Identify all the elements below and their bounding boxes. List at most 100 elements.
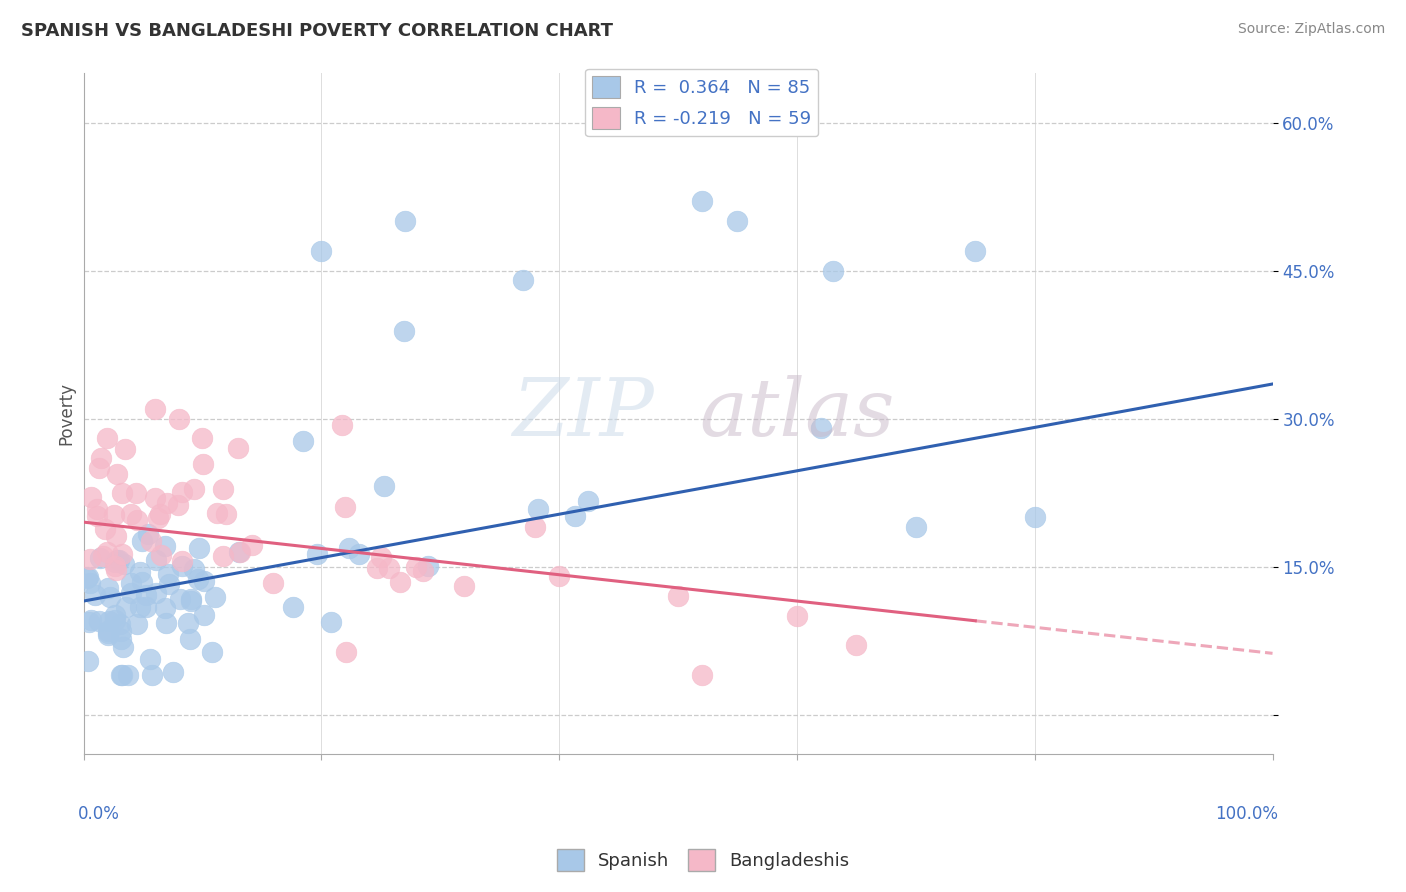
Point: [228, 545, 250, 559]
Point: [96, 431, 118, 445]
Point: [666, 589, 689, 603]
Point: [139, 534, 162, 549]
Point: [786, 608, 808, 623]
Point: [129, 600, 152, 615]
Point: [412, 564, 434, 578]
Point: [690, 194, 713, 209]
Point: [183, 483, 205, 497]
Point: [177, 616, 200, 631]
Point: [94, 522, 117, 536]
Point: [193, 574, 215, 588]
Point: [77, 569, 100, 583]
Point: [125, 513, 148, 527]
Point: [146, 511, 169, 525]
Point: [416, 558, 439, 573]
Point: [157, 577, 180, 591]
Point: [120, 508, 142, 522]
Point: [727, 214, 749, 228]
Point: [129, 565, 152, 579]
Point: [512, 273, 534, 287]
Point: [149, 507, 172, 521]
Point: [131, 575, 153, 590]
Point: [170, 484, 193, 499]
Point: [138, 652, 160, 666]
Point: [305, 547, 328, 561]
Point: [319, 615, 342, 630]
Point: [150, 548, 173, 562]
Point: [135, 588, 157, 602]
Point: [821, 263, 844, 277]
Text: 0.0%: 0.0%: [77, 805, 120, 823]
Point: [392, 324, 415, 338]
Point: [201, 645, 224, 659]
Text: 100.0%: 100.0%: [1215, 805, 1278, 823]
Point: [79, 575, 101, 590]
Point: [378, 561, 401, 575]
Point: [77, 654, 100, 668]
Point: [1024, 510, 1046, 524]
Point: [965, 244, 987, 258]
Point: [145, 553, 167, 567]
Point: [170, 559, 193, 574]
Point: [120, 576, 142, 591]
Point: [80, 490, 103, 504]
Point: [110, 617, 132, 632]
Point: [240, 538, 263, 552]
Point: [153, 601, 176, 615]
Point: [104, 529, 127, 543]
Point: [157, 567, 180, 582]
Point: [156, 496, 179, 510]
Point: [373, 479, 395, 493]
Point: [311, 244, 333, 258]
Point: [111, 668, 134, 682]
Point: [91, 549, 114, 563]
Point: [188, 541, 211, 556]
Point: [114, 442, 136, 456]
Point: [108, 553, 131, 567]
Point: [104, 555, 127, 569]
Point: [86, 508, 108, 523]
Point: [193, 607, 215, 622]
Legend: Spanish, Bangladeshis: Spanish, Bangladeshis: [550, 842, 856, 879]
Point: [167, 498, 190, 512]
Point: [103, 607, 125, 622]
Text: Source: ZipAtlas.com: Source: ZipAtlas.com: [1237, 22, 1385, 37]
Point: [810, 421, 832, 435]
Point: [207, 506, 229, 520]
Point: [112, 557, 135, 571]
Text: SPANISH VS BANGLADESHI POVERTY CORRELATION CHART: SPANISH VS BANGLADESHI POVERTY CORRELATI…: [21, 22, 613, 40]
Text: atlas: atlas: [699, 375, 894, 452]
Point: [97, 625, 120, 640]
Point: [80, 613, 103, 627]
Point: [169, 592, 191, 607]
Point: [97, 628, 120, 642]
Point: [83, 588, 105, 602]
Point: [110, 624, 132, 638]
Point: [183, 562, 205, 576]
Point: [111, 547, 134, 561]
Point: [117, 668, 139, 682]
Point: [110, 668, 132, 682]
Point: [104, 613, 127, 627]
Point: [167, 411, 190, 425]
Point: [370, 549, 392, 564]
Point: [564, 508, 586, 523]
Point: [96, 544, 118, 558]
Point: [97, 614, 120, 628]
Point: [87, 460, 110, 475]
Point: [333, 500, 356, 515]
Point: [337, 541, 360, 555]
Point: [330, 418, 353, 433]
Point: [125, 486, 148, 500]
Point: [141, 668, 163, 682]
Point: [405, 559, 427, 574]
Point: [155, 539, 177, 553]
Point: [120, 586, 142, 600]
Point: [524, 520, 547, 534]
Y-axis label: Poverty: Poverty: [58, 382, 75, 445]
Point: [388, 574, 411, 589]
Point: [187, 572, 209, 586]
Point: [110, 632, 132, 646]
Point: [179, 632, 201, 647]
Point: [453, 579, 475, 593]
